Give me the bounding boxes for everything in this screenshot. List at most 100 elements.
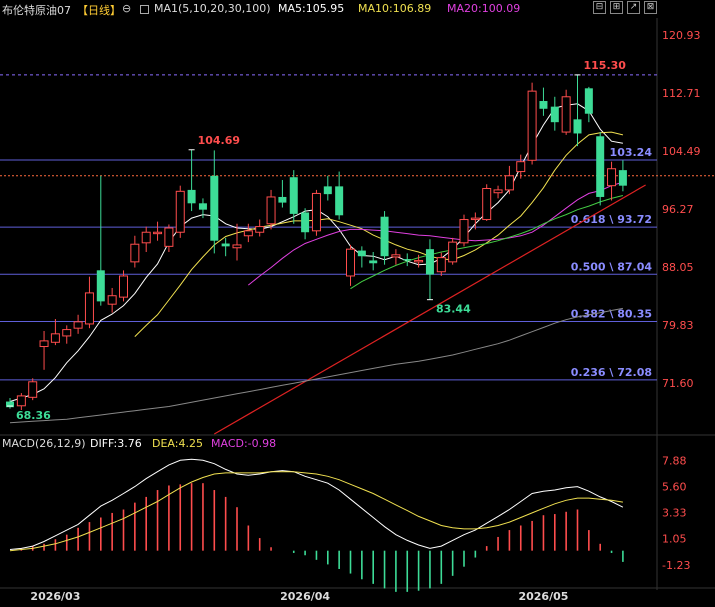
fib-level-label: 0.618 \ 93.72: [571, 213, 652, 226]
fib-level-label: 0.500 \ 87.04: [571, 260, 653, 273]
candle-body: [16, 395, 26, 407]
candle-body: [175, 190, 185, 233]
ma5-value: MA5:105.95: [278, 2, 345, 15]
current-price-marker: 103.24: [610, 146, 653, 159]
candle-body: [414, 259, 424, 263]
ma10-value: MA10:106.89: [358, 2, 432, 15]
price-tick-label: 120.93: [662, 29, 701, 42]
candle-body: [516, 161, 526, 173]
macd-tick-label: -1.23: [662, 559, 690, 572]
candle-body: [39, 340, 49, 348]
candle-body: [278, 196, 287, 203]
candle-body: [289, 177, 298, 214]
popout-icon[interactable]: ↗: [627, 1, 640, 14]
candle-body: [119, 275, 128, 298]
candle-body: [323, 186, 332, 195]
candle-body: [266, 196, 276, 225]
price-tick-label: 88.05: [662, 261, 694, 274]
candle-body: [346, 248, 355, 277]
macd-title: MACD(26,12,9): [2, 437, 86, 450]
candle-body: [596, 136, 605, 197]
price-tick-label: 71.60: [662, 377, 694, 390]
symbol-title: 布伦特原油07: [2, 4, 71, 17]
price-annotation: 68.36: [16, 409, 51, 422]
price-tick-label: 96.27: [662, 203, 694, 216]
candle-body: [561, 96, 571, 133]
candle-body: [573, 119, 582, 134]
close-icon[interactable]: ⊠: [644, 1, 657, 14]
macd-value-label: MACD:-0.98: [211, 437, 276, 450]
maximize-icon[interactable]: ⊞: [610, 1, 623, 14]
price-tick-label: 79.83: [662, 319, 694, 332]
settings-icon[interactable]: ⊖: [122, 2, 132, 15]
candle-body: [482, 187, 492, 221]
time-axis-label: 2026/04: [280, 590, 330, 603]
candle-body: [198, 203, 207, 210]
candle-body: [493, 189, 503, 194]
candle-body: [62, 329, 72, 337]
ma-line-ma20: [247, 181, 624, 286]
candle-body: [141, 231, 151, 244]
candle-body: [335, 186, 344, 216]
candle-body: [539, 101, 548, 109]
candle-body: [618, 170, 627, 186]
candle-body: [380, 216, 389, 257]
candle-body: [459, 219, 469, 244]
candle-body: [357, 250, 366, 257]
ma-toggle-icon[interactable]: [140, 5, 149, 14]
candle-body: [425, 249, 434, 275]
support-trendline: [213, 184, 646, 435]
candle-body: [73, 321, 83, 329]
candle-body: [28, 381, 38, 398]
candle-body: [187, 189, 196, 204]
macd-dea-label: DEA:4.25: [152, 437, 203, 450]
candle-body: [403, 259, 412, 261]
macd-diff-line: [9, 458, 624, 550]
price-annotation: 104.69: [198, 134, 240, 147]
candle-body: [84, 292, 94, 325]
macd-dea-line: [9, 471, 623, 552]
candle-body: [584, 88, 593, 114]
candle-body: [232, 244, 242, 249]
price-tick-label: 112.71: [662, 87, 701, 100]
candle-body: [50, 333, 60, 343]
ma20-value: MA20:100.09: [447, 2, 521, 15]
macd-tick-label: 1.05: [662, 533, 687, 546]
ma-line-ma100: [9, 307, 623, 424]
period-label[interactable]: 【日线】: [77, 4, 121, 17]
ma-line-ma10: [134, 131, 624, 337]
price-annotation: 83.44: [436, 303, 471, 316]
macd-tick-label: 5.60: [662, 481, 687, 494]
macd-tick-label: 3.33: [662, 507, 687, 520]
macd-diff-label: DIFF:3.76: [90, 437, 142, 450]
candle-body: [255, 226, 265, 233]
price-annotation: 115.30: [584, 59, 627, 72]
fib-level-label: 0.382 \ 80.35: [571, 307, 652, 320]
candle-body: [607, 168, 617, 187]
time-axis-label: 2026/05: [518, 590, 568, 603]
candle-body: [221, 243, 230, 247]
macd-tick-label: 7.88: [662, 455, 687, 468]
time-axis-label: 2026/03: [30, 590, 80, 603]
candle-body: [369, 260, 378, 264]
candle-body: [527, 90, 537, 161]
candle-body: [301, 212, 310, 233]
minimize-icon[interactable]: ⊟: [593, 1, 606, 14]
candle-body: [6, 401, 14, 408]
candle-body: [130, 243, 140, 263]
candle-body: [210, 175, 219, 241]
fib-level-label: 0.236 \ 72.08: [571, 366, 652, 379]
candle-body: [96, 270, 105, 302]
candle-body: [311, 192, 321, 232]
candle-body: [164, 227, 174, 247]
ma-params-label: MA1(5,10,20,30,100): [154, 2, 271, 15]
candle-body: [153, 231, 163, 235]
candle-body: [391, 254, 401, 258]
candle-body: [107, 295, 117, 305]
candle-body: [550, 106, 559, 123]
price-tick-label: 104.49: [662, 145, 701, 158]
candle-body: [243, 230, 253, 237]
candle-body: [436, 257, 446, 273]
candle-body: [504, 175, 514, 191]
